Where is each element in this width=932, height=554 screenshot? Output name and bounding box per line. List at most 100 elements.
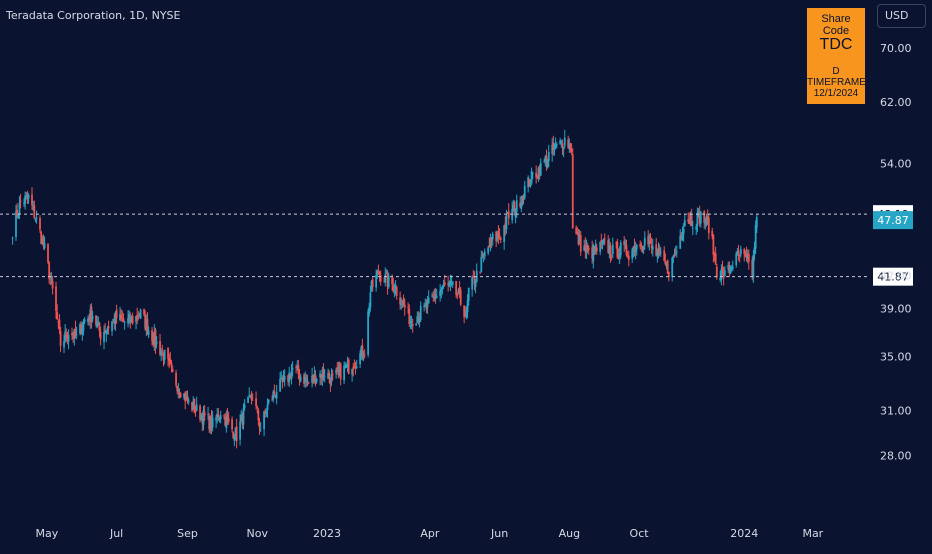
candle-body [327,372,330,379]
current-price-label [873,211,913,230]
candle-body [339,363,342,380]
candle-body [146,318,149,334]
candle-body [681,233,684,240]
candle-body [346,361,349,367]
candle-body [554,144,557,149]
candle-body [503,225,506,242]
candle-body [231,419,233,430]
candle-body [391,277,394,285]
candle-body [217,414,220,419]
candle-body [209,416,212,431]
candle-body [626,256,629,258]
candle-body [401,300,404,302]
candle-body [491,233,494,240]
candle-body [35,217,38,219]
candle-body [730,267,733,269]
candle-body [242,407,245,425]
candle-body [74,328,77,336]
x-tick-label: Jun [490,527,508,540]
candle-body [520,202,523,209]
candle-body [639,243,642,247]
candle-body [744,254,747,256]
candle-body [90,306,93,322]
candle-body [472,276,475,278]
candle-body [32,205,35,207]
candle-body [479,271,482,273]
candle-body [290,371,293,380]
y-tick-label: 70.00 [880,42,912,55]
candle-body [234,427,237,441]
candle-body [664,260,667,264]
candle-body [431,295,434,297]
candle-body [666,260,669,274]
candle-body [547,152,550,162]
candle-body [619,242,622,256]
candle-body [191,401,193,411]
candle-body [432,295,435,297]
candle-body [40,231,43,244]
candle-body [691,227,694,229]
candle-body [592,245,595,261]
level-price-text: 41.87 [877,271,909,284]
candles-layer [11,129,758,449]
candle-body [529,184,532,187]
candle-body [369,292,372,308]
candle-body [271,399,273,401]
candle-body [79,324,81,334]
candle-body [331,373,334,375]
candle-body [176,385,179,392]
candle-body [585,247,588,254]
candle-body [463,305,466,318]
candle-body [288,372,291,382]
candle-body [715,266,718,278]
candle-body [522,196,525,199]
candle-body [175,372,177,386]
candle-body [120,314,123,319]
candle-body [361,345,364,358]
candle-body [311,375,314,383]
candle-body [383,281,386,283]
candle-body [347,359,350,374]
candle-body [754,225,757,249]
candle-body [665,262,668,265]
candle-body [314,375,317,385]
candle-body [323,376,326,377]
candle-body [395,287,398,296]
candle-body [95,315,97,325]
candle-body [370,281,373,291]
candle-body [473,276,476,285]
candle-body [258,422,261,428]
candle-body [594,245,597,253]
candle-body [168,357,171,362]
candle-body [151,330,153,341]
currency-selector-button[interactable]: USD [877,4,926,28]
candle-body [721,266,724,270]
candle-body [738,254,741,256]
candle-body [367,311,370,355]
candle-body [55,286,57,311]
candle-body [250,396,253,400]
candle-body [83,319,86,322]
candle-body [387,275,390,288]
candle-body [736,252,739,254]
candle-body [192,401,195,410]
candle-body [528,179,531,187]
candle-body [552,142,555,151]
candle-body [385,273,388,275]
candle-body [359,353,362,365]
candle-body [161,350,164,352]
candle-body [386,273,389,287]
candle-body [703,211,706,223]
candle-body [321,369,324,379]
candle-body [546,159,549,168]
candle-body [571,154,574,229]
candle-body [707,217,710,233]
candle-body [274,396,277,397]
candle-body [458,287,461,293]
candle-body [63,341,65,348]
info-box-ticker: TDC [819,36,853,53]
candle-body [433,295,436,299]
candle-body [496,234,499,240]
